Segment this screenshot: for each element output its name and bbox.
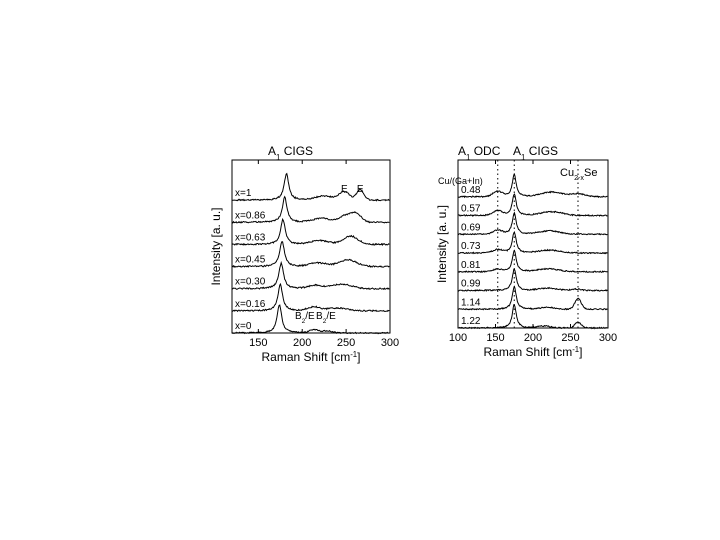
series-label: 0.73 xyxy=(461,241,481,252)
series-label: 1.14 xyxy=(461,297,481,308)
spectrum-line xyxy=(231,260,390,290)
chart-title: A1 CIGS xyxy=(513,144,558,162)
y-axis-label: Intensity [a. u.] xyxy=(435,205,449,283)
series-label: x=0.63 xyxy=(235,232,266,243)
x-tick-label: 200 xyxy=(293,337,311,349)
spectrum-line xyxy=(458,285,608,311)
chart-panel-1: 150 200 250 300 x=1 x=0.86 x=0.63 x=0.45 x=0.30 x… xyxy=(209,159,399,365)
odc-title: A1 ODC xyxy=(458,144,501,162)
series-label: 0.99 xyxy=(461,279,481,290)
peak-annotation: E xyxy=(357,184,364,195)
series-label: x=0.86 xyxy=(235,210,266,221)
series-label: 0.81 xyxy=(461,260,481,271)
spectrum-line xyxy=(231,282,390,313)
spectrum-line xyxy=(457,211,608,236)
x-tick-label: 300 xyxy=(599,332,617,344)
peak-annotation: B2/E xyxy=(316,311,336,325)
spectrum-line xyxy=(457,304,608,330)
series-label: 1.22 xyxy=(461,316,481,327)
spectrum-line xyxy=(231,304,390,335)
x-tick-label: 250 xyxy=(561,332,579,344)
spectrum-line xyxy=(457,193,608,217)
spectrum-line xyxy=(231,195,390,224)
series-label: 0.57 xyxy=(461,204,481,215)
spectrum-line xyxy=(457,230,608,255)
spectrum-line xyxy=(457,268,608,292)
series-label: x=1 xyxy=(235,188,252,199)
spectrum-line xyxy=(231,217,390,247)
x-axis-label: Raman Shift [cm-1] xyxy=(484,345,583,360)
x-tick-label: 100 xyxy=(449,332,467,344)
series-label: 0.48 xyxy=(461,185,481,196)
x-axis-label: Raman Shift [cm-1] xyxy=(262,350,361,365)
series-label: x=0.30 xyxy=(235,277,266,288)
plot-frame xyxy=(231,159,391,334)
peak-annotation: B2/E xyxy=(295,311,315,325)
series-label: x=0 xyxy=(235,321,252,332)
x-tick-label: 200 xyxy=(524,332,542,344)
chart-panel-2: 100 150 200 250 300 0.48 0.57 0.69 0.73 0.81 0.99 1… xyxy=(435,159,617,360)
spectrum-line xyxy=(458,172,608,199)
series-label: 0.69 xyxy=(461,222,481,233)
spectrum-line xyxy=(458,249,608,274)
legend-title: Cu/(Ga+In) xyxy=(438,176,483,186)
x-tick-label: 150 xyxy=(486,332,504,344)
cu-se-title: Cu2-xSe xyxy=(560,167,597,182)
y-axis-label: Intensity [a. u.] xyxy=(209,207,223,285)
chart-title: A1 CIGS xyxy=(268,144,313,162)
peak-annotation: E xyxy=(341,184,348,195)
spectrum-line xyxy=(231,241,390,269)
x-tick-label: 300 xyxy=(381,337,399,349)
series-label: x=0.16 xyxy=(235,299,266,310)
spectrum-line xyxy=(231,172,390,202)
x-tick-label: 150 xyxy=(249,337,267,349)
series-label: x=0.45 xyxy=(235,255,266,266)
x-tick-label: 250 xyxy=(337,337,355,349)
